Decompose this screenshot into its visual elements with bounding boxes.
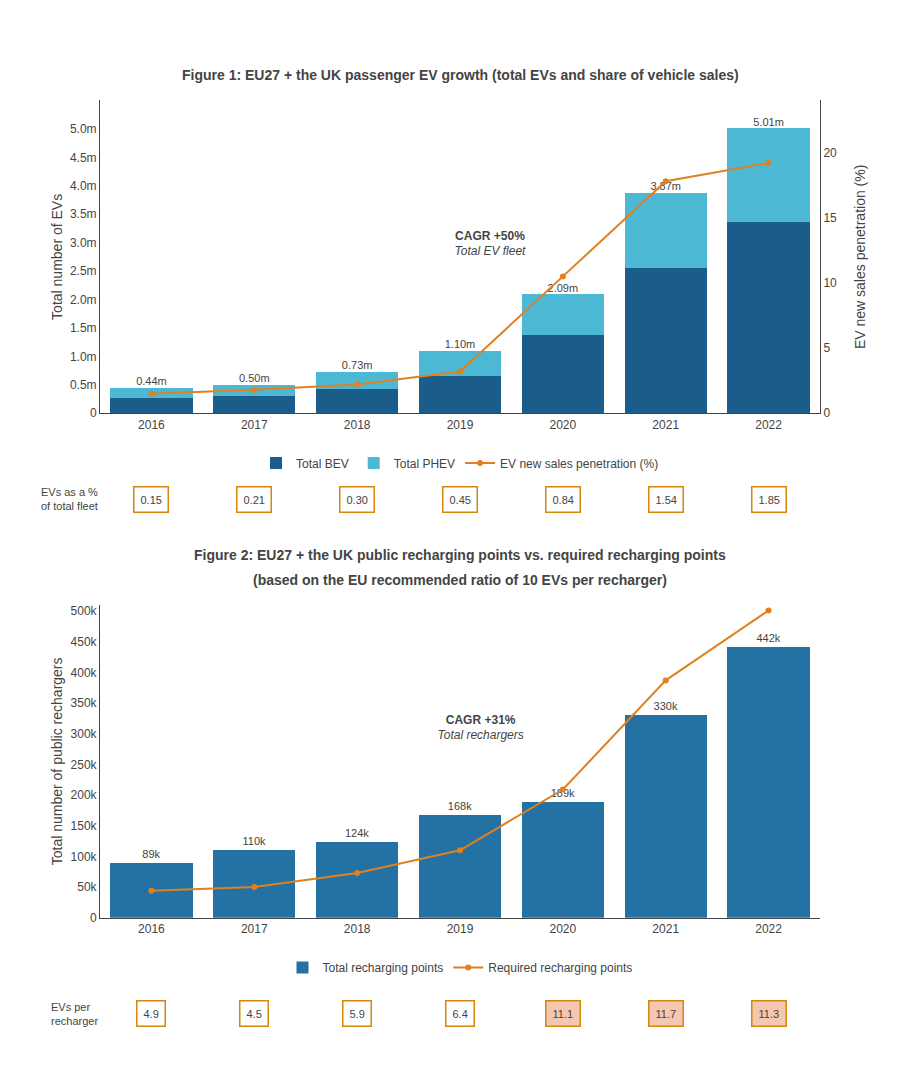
svg-text:2022: 2022 (755, 418, 782, 432)
svg-text:2017: 2017 (241, 418, 268, 432)
svg-text:200k: 200k (71, 788, 98, 802)
svg-text:5.01m: 5.01m (753, 116, 784, 128)
svg-text:2021: 2021 (652, 922, 679, 936)
svg-text:6.4: 6.4 (453, 1008, 468, 1020)
svg-text:0: 0 (90, 406, 97, 420)
svg-text:89k: 89k (142, 848, 160, 860)
svg-text:20: 20 (823, 146, 837, 160)
svg-text:Figure 1: EU27 + the UK passen: Figure 1: EU27 + the UK passenger EV gro… (182, 67, 739, 83)
svg-text:0: 0 (90, 911, 97, 925)
svg-text:3.5m: 3.5m (70, 207, 97, 221)
svg-text:5.0m: 5.0m (70, 122, 97, 136)
svg-text:2018: 2018 (344, 418, 371, 432)
svg-text:5: 5 (823, 341, 830, 355)
svg-text:CAGR +50%Total EV fleet: CAGR +50%Total EV fleet (455, 229, 527, 259)
svg-text:0.84: 0.84 (553, 494, 574, 506)
svg-text:2019: 2019 (447, 922, 474, 936)
svg-text:2.0m: 2.0m (70, 293, 97, 307)
svg-text:0.5m: 0.5m (70, 378, 97, 392)
svg-text:450k: 450k (71, 635, 98, 649)
svg-text:500k: 500k (71, 604, 98, 618)
svg-text:2021: 2021 (652, 418, 679, 432)
svg-text:1.5m: 1.5m (70, 321, 97, 335)
svg-text:Required recharging points: Required recharging points (488, 961, 632, 975)
svg-text:1.54: 1.54 (656, 494, 677, 506)
svg-text:4.5m: 4.5m (70, 151, 97, 165)
svg-text:0.44m: 0.44m (136, 375, 167, 387)
svg-text:330k: 330k (654, 700, 678, 712)
svg-text:15: 15 (823, 211, 837, 225)
svg-text:1.85: 1.85 (759, 494, 780, 506)
svg-text:2016: 2016 (138, 418, 165, 432)
svg-text:EVs as a %of total fleet: EVs as a %of total fleet (41, 486, 98, 512)
svg-text:11.7: 11.7 (656, 1008, 677, 1020)
svg-text:11.3: 11.3 (759, 1008, 780, 1020)
svg-text:0.15: 0.15 (141, 494, 162, 506)
svg-text:0.45: 0.45 (450, 494, 471, 506)
svg-text:Figure 2: EU27 + the UK public: Figure 2: EU27 + the UK public rechargin… (194, 547, 726, 563)
svg-text:350k: 350k (71, 696, 98, 710)
svg-text:11.1: 11.1 (553, 1008, 574, 1020)
svg-text:10: 10 (823, 276, 837, 290)
svg-text:Total recharging points: Total recharging points (323, 961, 444, 975)
svg-text:2017: 2017 (241, 922, 268, 936)
svg-text:Total BEV: Total BEV (296, 457, 349, 471)
svg-text:0.50m: 0.50m (239, 372, 270, 384)
svg-text:Total PHEV: Total PHEV (394, 457, 455, 471)
svg-text:150k: 150k (71, 819, 98, 833)
svg-text:EVs perrecharger: EVs perrecharger (51, 1001, 98, 1027)
svg-text:(based on the EU recommended r: (based on the EU recommended ratio of 10… (253, 572, 667, 588)
svg-text:0.73m: 0.73m (342, 359, 373, 371)
svg-text:2020: 2020 (550, 418, 577, 432)
svg-text:2019: 2019 (447, 418, 474, 432)
svg-text:442k: 442k (756, 632, 780, 644)
svg-text:2016: 2016 (138, 922, 165, 936)
svg-text:4.5: 4.5 (247, 1008, 262, 1020)
svg-text:5.9: 5.9 (350, 1008, 365, 1020)
svg-text:100k: 100k (71, 850, 98, 864)
svg-text:50k: 50k (77, 880, 97, 894)
svg-text:0.21: 0.21 (244, 494, 265, 506)
svg-text:2018: 2018 (344, 922, 371, 936)
svg-text:124k: 124k (345, 827, 369, 839)
svg-text:2.5m: 2.5m (70, 264, 97, 278)
svg-text:110k: 110k (243, 835, 267, 847)
svg-text:4.0m: 4.0m (70, 179, 97, 193)
svg-text:4.9: 4.9 (144, 1008, 159, 1020)
svg-text:EV new sales penetration (%): EV new sales penetration (%) (500, 457, 658, 471)
svg-text:168k: 168k (448, 800, 472, 812)
svg-text:400k: 400k (71, 666, 98, 680)
svg-text:CAGR +31%Total rechargers: CAGR +31%Total rechargers (438, 713, 524, 743)
svg-text:2022: 2022 (755, 922, 782, 936)
svg-text:300k: 300k (71, 727, 98, 741)
svg-text:Total number of EVs: Total number of EVs (49, 194, 65, 320)
svg-text:189k: 189k (551, 787, 575, 799)
svg-text:1.10m: 1.10m (445, 338, 476, 350)
svg-text:0.30: 0.30 (347, 494, 368, 506)
svg-text:EV new sales penetration (%): EV new sales penetration (%) (852, 165, 868, 349)
svg-text:0: 0 (823, 406, 830, 420)
svg-text:2020: 2020 (550, 922, 577, 936)
svg-text:Total number of public recharg: Total number of public rechargers (49, 657, 65, 865)
svg-text:250k: 250k (71, 758, 98, 772)
svg-text:1.0m: 1.0m (70, 350, 97, 364)
svg-text:3.0m: 3.0m (70, 236, 97, 250)
svg-text:2.09m: 2.09m (548, 282, 579, 294)
svg-text:3.87m: 3.87m (650, 180, 681, 192)
